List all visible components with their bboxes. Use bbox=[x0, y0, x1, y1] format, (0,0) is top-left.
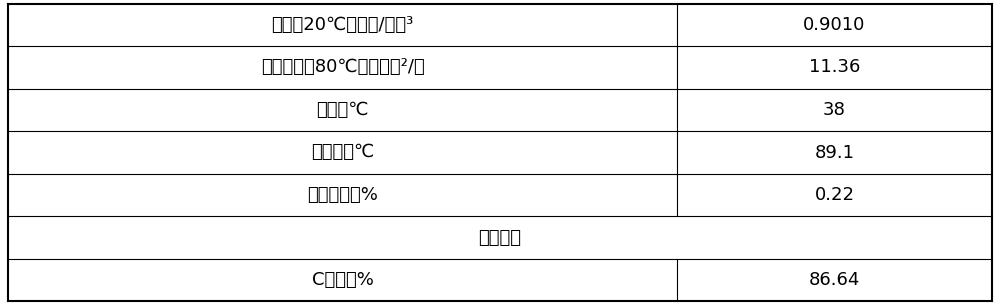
Text: 元素组成: 元素组成 bbox=[479, 228, 522, 246]
Bar bbox=[8, 174, 992, 216]
Text: 89.1: 89.1 bbox=[815, 143, 855, 162]
Bar bbox=[8, 46, 992, 89]
Text: 运动粘度（80℃），毫米²/秒: 运动粘度（80℃），毫米²/秒 bbox=[261, 59, 424, 77]
Text: 86.64: 86.64 bbox=[809, 271, 860, 289]
Text: 残炭，重量%: 残炭，重量% bbox=[307, 186, 378, 204]
Text: 0.9010: 0.9010 bbox=[803, 16, 866, 34]
Bar bbox=[8, 4, 992, 46]
Text: 凝点，℃: 凝点，℃ bbox=[316, 101, 369, 119]
Text: 0.22: 0.22 bbox=[815, 186, 855, 204]
Text: 苯胺点，℃: 苯胺点，℃ bbox=[311, 143, 374, 162]
Text: 38: 38 bbox=[823, 101, 846, 119]
Bar bbox=[8, 131, 992, 174]
Bar bbox=[8, 216, 992, 259]
Text: C，重量%: C，重量% bbox=[312, 271, 373, 289]
Bar bbox=[8, 259, 992, 301]
Bar bbox=[8, 89, 992, 131]
Text: 密度（20℃），克/压米³: 密度（20℃），克/压米³ bbox=[271, 16, 414, 34]
Text: 11.36: 11.36 bbox=[809, 59, 860, 77]
